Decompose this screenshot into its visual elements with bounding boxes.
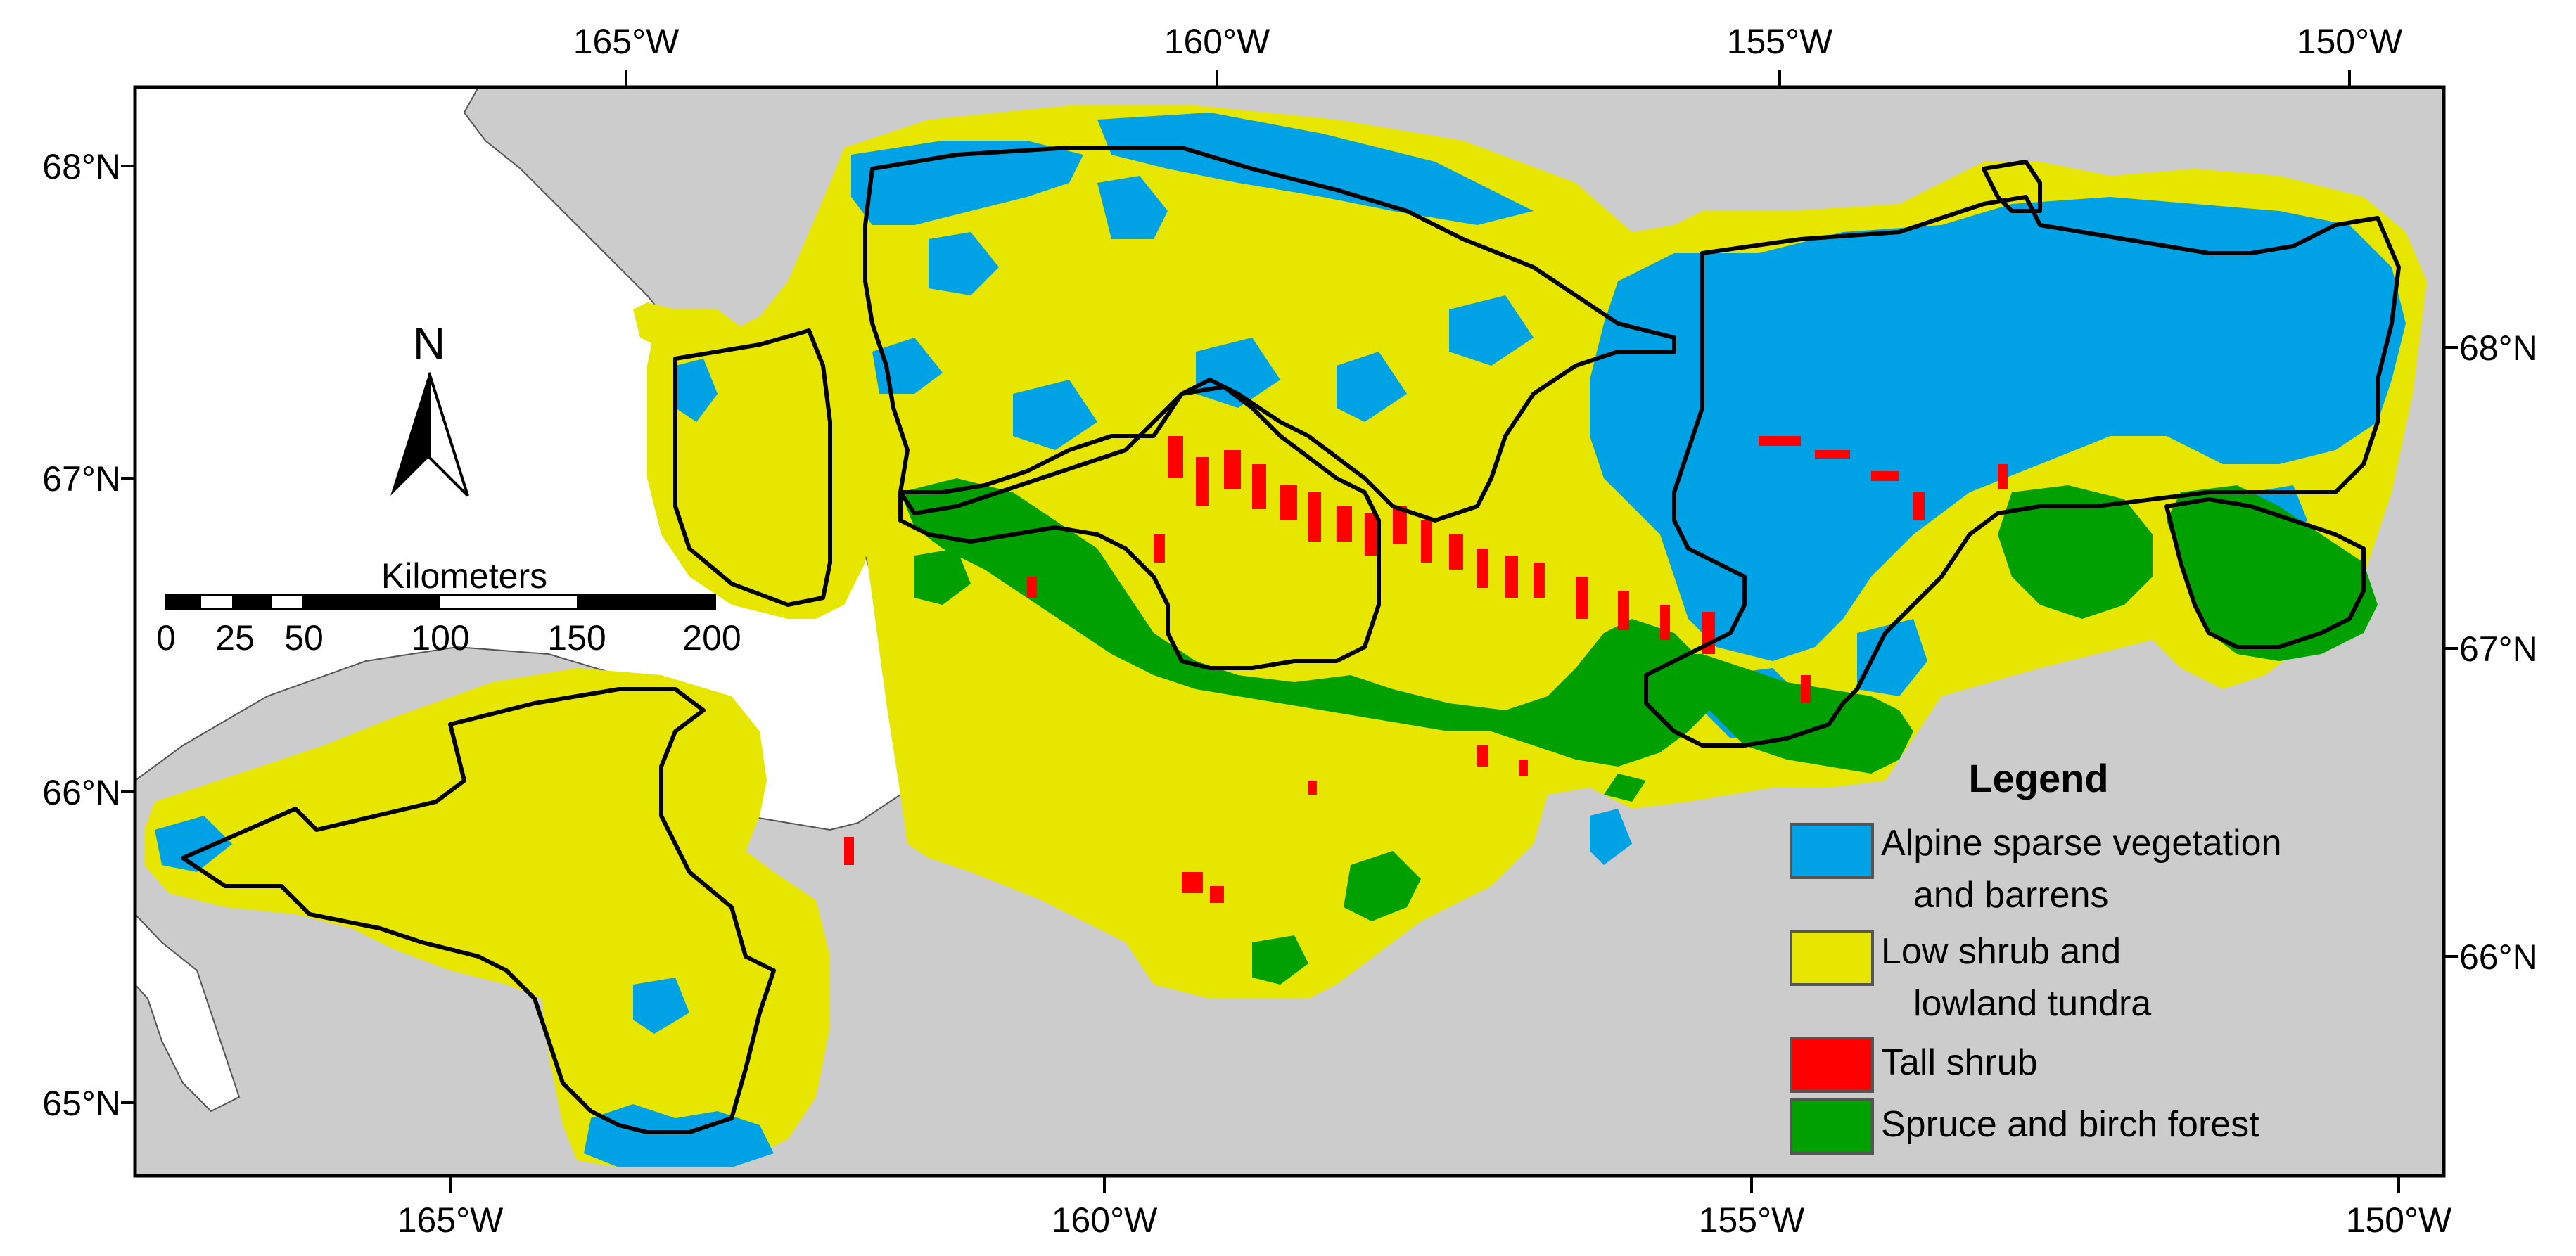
scale-bar-title: Kilometers (381, 556, 547, 596)
seward-region-yellow (144, 668, 830, 1167)
boundary-kobuk (898, 385, 1381, 670)
right-ticks (2444, 346, 2458, 958)
boundary-nw (673, 328, 832, 607)
left-lat-label: 66°N (42, 773, 121, 812)
top-lon-label: 150°W (2297, 22, 2403, 61)
legend-label-forest: Spruce and birch forest (1881, 1104, 2259, 1145)
scale-tick-label: 150 (547, 618, 606, 658)
bottom-ticks (449, 1176, 2400, 1193)
scale-tick-label: 50 (284, 618, 324, 658)
bottom-lon-labels: 165°W 160°W 155°W 150°W (397, 1200, 2452, 1240)
north-arrow-label: N (413, 318, 445, 369)
right-lat-label: 67°N (2459, 629, 2538, 669)
boundary-bering (181, 687, 776, 1134)
top-lon-label: 155°W (1727, 22, 1833, 61)
right-lat-label: 68°N (2459, 328, 2538, 368)
scale-tick-label: 0 (156, 618, 176, 658)
legend-label-low-shrub-line2: lowland tundra (1913, 983, 2151, 1024)
left-lat-label: 65°N (42, 1084, 121, 1123)
legend-label-tall-shrub: Tall shrub (1881, 1042, 2038, 1083)
legend-swatch-low-shrub (1790, 930, 1874, 986)
park-boundaries (181, 146, 2401, 1134)
scale-tick-label: 200 (682, 618, 741, 658)
alpine-class (155, 113, 2406, 1167)
coastal-inlet (135, 913, 241, 1113)
bottom-lon-label: 165°W (397, 1200, 504, 1240)
top-lon-label: 160°W (1164, 22, 1270, 61)
bottom-lon-label: 160°W (1052, 1200, 1158, 1240)
north-arrow: N (390, 318, 469, 497)
legend-label-alpine-line2: and barrens (1913, 875, 2109, 916)
forest-class (900, 478, 2378, 985)
left-ticks (121, 165, 135, 1104)
scale-bar: Kilometers 0 25 50 100 150 200 (156, 556, 741, 658)
right-lat-label: 66°N (2459, 937, 2538, 977)
legend-swatch-tall-shrub (1790, 1037, 1874, 1093)
scale-tick-label: 25 (215, 618, 255, 658)
legend-title: Legend (1968, 756, 2108, 800)
legend-label-low-shrub: Low shrub and (1881, 931, 2121, 972)
boundary-gates (1644, 195, 2401, 748)
map-body (135, 87, 2444, 1176)
tall-shrub-class (844, 436, 2008, 903)
legend-swatch-forest (1790, 1098, 1874, 1155)
left-lat-label: 67°N (42, 459, 121, 499)
top-lon-labels: 165°W 160°W 155°W 150°W (573, 22, 2403, 61)
legend: Legend Alpine sparse vegetation and barr… (1790, 756, 2282, 1155)
scale-tick-label: 100 (411, 618, 469, 658)
legend-swatch-alpine (1790, 823, 1874, 879)
north-arrow-icon (390, 373, 429, 496)
left-lat-label: 68°N (42, 147, 121, 186)
boundary-east-lobe (2164, 497, 2366, 649)
boundary-small-north (1982, 160, 2042, 213)
bottom-lon-label: 155°W (1699, 1200, 1805, 1240)
bottom-lon-label: 150°W (2346, 1200, 2452, 1240)
left-lat-labels: 68°N 67°N 66°N 65°N (42, 147, 121, 1123)
top-lon-label: 165°W (573, 22, 680, 61)
map-frame (133, 85, 2446, 1178)
right-lat-labels: 68°N 67°N 66°N (2459, 328, 2538, 977)
top-ticks (625, 70, 2351, 87)
legend-label-alpine: Alpine sparse vegetation (1881, 823, 2282, 864)
